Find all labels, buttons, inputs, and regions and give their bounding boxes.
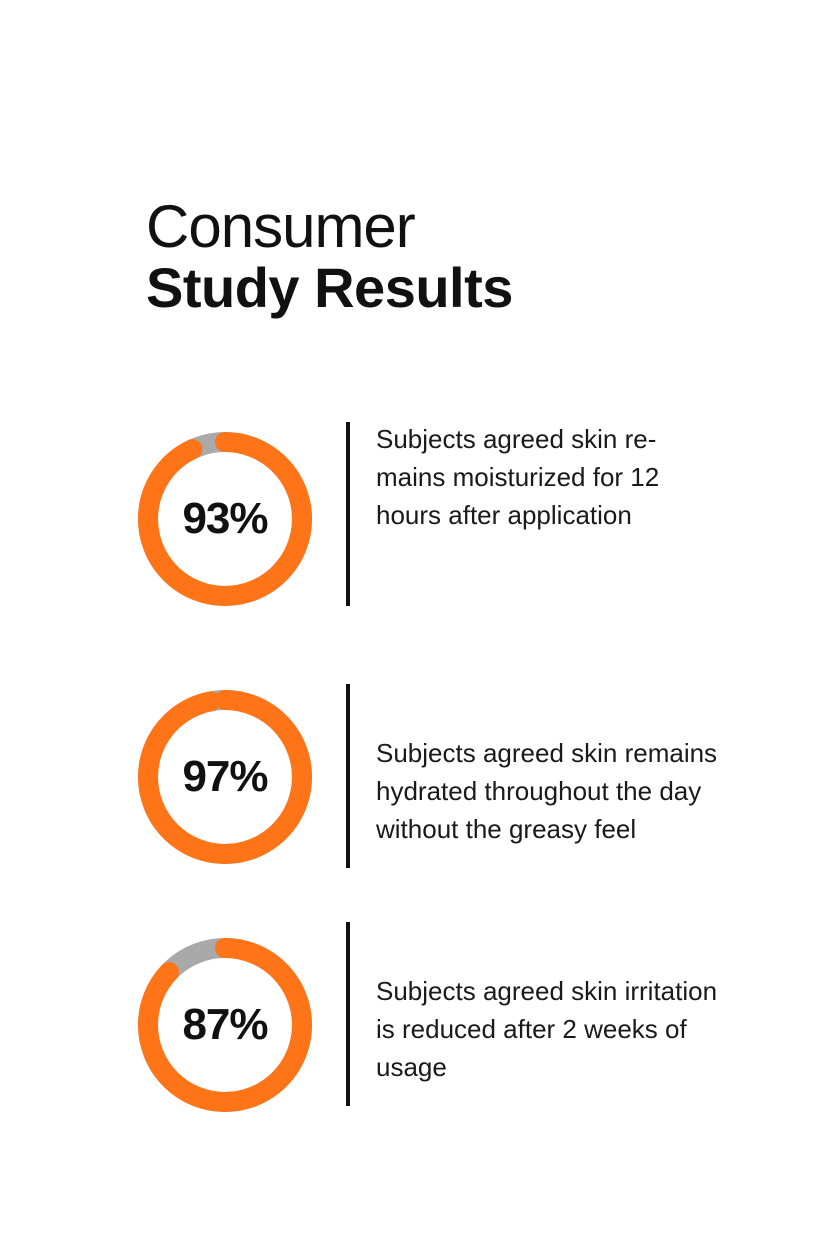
vertical-divider — [346, 684, 350, 868]
stat-value: 93% — [182, 494, 268, 543]
title-line-2: Study Results — [146, 256, 513, 320]
stat-block-3: 87% Subjects agreed skin irritation is re… — [0, 922, 840, 1114]
stat-ring-1: 93% — [132, 426, 318, 612]
title-line-1: Consumer — [146, 193, 416, 260]
stat-block-2: 97% Subjects agreed skin remains hydrated… — [0, 684, 840, 876]
stat-ring-svg — [138, 938, 312, 1112]
stat-ring-svg — [138, 432, 312, 606]
stat-description: Subjects agreed skin remains hydrated thr… — [376, 738, 718, 844]
page-title: Consumer Study Results — [146, 196, 513, 316]
stat-ring-svg — [138, 690, 312, 864]
stat-ring-3: 87% — [132, 932, 318, 1118]
ring-fill-arc — [138, 938, 312, 1112]
vertical-divider — [346, 422, 350, 606]
ring-fill-arc — [138, 690, 312, 864]
stat-description: Subjects agreed skin re-mains moisturize… — [376, 424, 660, 530]
stat-block-1: 93% Subjects agreed skin re-mains moistu… — [0, 422, 840, 614]
vertical-divider — [346, 922, 350, 1106]
stat-description: Subjects agreed skin irritation is reduce… — [376, 976, 718, 1082]
stat-ring-2: 97% — [132, 684, 318, 870]
ring-fill-arc — [138, 432, 312, 606]
stat-value: 97% — [182, 752, 268, 801]
stat-value: 87% — [182, 1000, 268, 1049]
